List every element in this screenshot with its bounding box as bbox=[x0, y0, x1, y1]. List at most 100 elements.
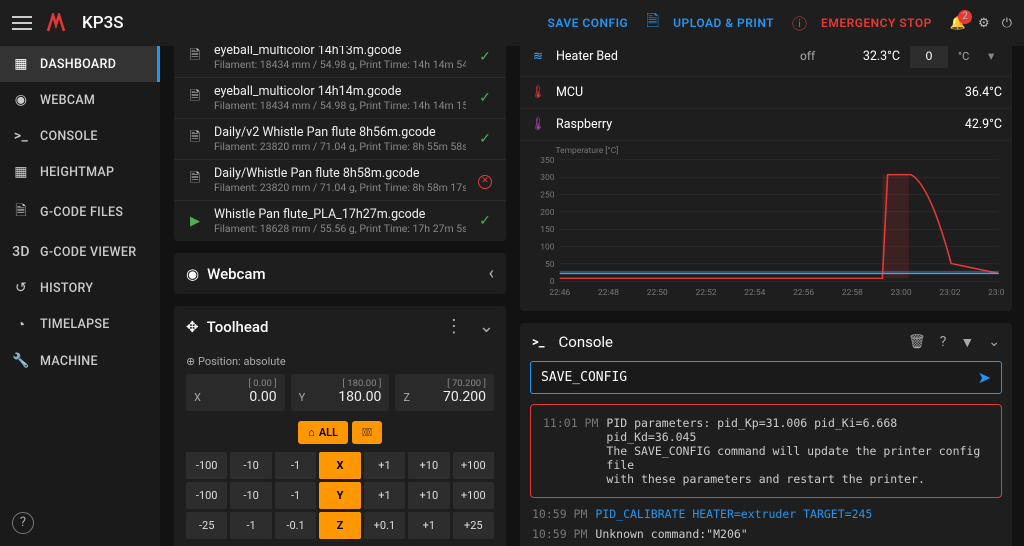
logo bbox=[46, 13, 66, 33]
position-y[interactable]: [ 180.00 ]Y180.00 bbox=[291, 374, 390, 411]
send-button[interactable]: ➤ bbox=[968, 362, 1001, 393]
save-config-button[interactable]: SAVE CONFIG bbox=[540, 16, 637, 30]
jog-button[interactable]: -0.1 bbox=[275, 512, 316, 539]
file-row[interactable]: ▶ Whistle Pan flute_PLA_17h27m.gcodeFila… bbox=[174, 200, 506, 241]
jog-button[interactable]: +10 bbox=[408, 482, 449, 509]
sidebar-item-console[interactable]: >_CONSOLE bbox=[0, 118, 160, 154]
help-button[interactable]: ? bbox=[12, 512, 34, 534]
notifications-button[interactable]: 🔔2 bbox=[950, 16, 966, 31]
collapse-icon[interactable]: ⌄ bbox=[988, 334, 1000, 350]
console-time: 10:59 PM bbox=[532, 527, 587, 541]
axis-value: 180.00 bbox=[338, 389, 381, 405]
sidebar-item-dashboard[interactable]: ▦DASHBOARD bbox=[0, 46, 160, 82]
jog-button[interactable]: -1 bbox=[230, 512, 271, 539]
motors-off-button[interactable]: 📹⃠ bbox=[352, 421, 382, 444]
jog-button[interactable]: +1 bbox=[408, 512, 449, 539]
document-icon: 🗎 bbox=[186, 128, 204, 150]
position-z[interactable]: [ 70.200 ]Z70.200 bbox=[395, 374, 494, 411]
upload-print-button[interactable]: 🗎 UPLOAD & PRINT bbox=[646, 10, 782, 37]
sidebar-item-timelapse[interactable]: ◔TIMELAPSE bbox=[0, 306, 160, 343]
file-row[interactable]: 🗎 Daily/Whistle Pan flute 8h58m.gcodeFil… bbox=[174, 159, 506, 200]
file-row[interactable]: 🗎 eyeball_multicolor 14h13m.gcodeFilamen… bbox=[174, 46, 506, 77]
sensor-current: 36.4°C bbox=[952, 85, 1002, 100]
sidebar-item-g-code-files[interactable]: 🗎G-CODE FILES bbox=[0, 190, 160, 234]
home-x-button[interactable]: X bbox=[319, 452, 360, 479]
extruder-line bbox=[560, 175, 999, 279]
sensor-name: Heater Bed bbox=[556, 49, 790, 64]
notif-badge: 2 bbox=[958, 10, 972, 24]
command-input[interactable] bbox=[531, 362, 968, 393]
axis-label: X bbox=[194, 391, 201, 404]
home-z-button[interactable]: Z bbox=[319, 512, 360, 539]
trash-icon[interactable]: 🗑 bbox=[908, 334, 926, 350]
jog-button[interactable]: +100 bbox=[453, 452, 494, 479]
document-icon: 🗎 bbox=[186, 46, 204, 68]
console-line: 10:59 PMPID_CALIBRATE HEATER=extruder TA… bbox=[530, 504, 1002, 524]
check-icon: ✓ bbox=[476, 49, 494, 65]
webcam-panel: ◉ Webcam ‹ bbox=[174, 253, 506, 294]
file-meta: Filament: 18434 mm / 54.98 g, Print Time… bbox=[214, 58, 466, 71]
svg-text:200: 200 bbox=[540, 207, 555, 217]
error-icon: ✕ bbox=[476, 171, 494, 189]
more-icon[interactable]: ⋮ bbox=[445, 316, 463, 337]
emergency-stop-button[interactable]: ⓘ EMERGENCY STOP bbox=[792, 13, 940, 34]
nav-label: CONSOLE bbox=[40, 129, 98, 144]
jog-button[interactable]: -10 bbox=[230, 452, 271, 479]
home-y-button[interactable]: Y bbox=[319, 482, 360, 509]
file-row[interactable]: 🗎 Daily/v2 Whistle Pan flute 8h56m.gcode… bbox=[174, 118, 506, 159]
jog-button[interactable]: -10 bbox=[230, 482, 271, 509]
help-icon[interactable]: ? bbox=[940, 334, 947, 350]
jog-button[interactable]: +10 bbox=[408, 452, 449, 479]
file-name: Daily/v2 Whistle Pan flute 8h56m.gcode bbox=[214, 125, 466, 140]
sidebar: ▦DASHBOARD◉WEBCAM>_CONSOLE▦HEIGHTMAP🗎G-C… bbox=[0, 46, 160, 546]
jog-button[interactable]: -25 bbox=[186, 512, 227, 539]
menu-toggle[interactable] bbox=[12, 12, 32, 34]
axis-label: Y bbox=[299, 391, 306, 404]
nav-label: TIMELAPSE bbox=[40, 317, 110, 332]
jog-button[interactable]: +0.1 bbox=[364, 512, 405, 539]
jog-button[interactable]: -100 bbox=[186, 452, 227, 479]
console-message: PID parameters: pid_Kp=31.006 pid_Ki=6.6… bbox=[606, 416, 989, 486]
chart-ylabel: Temperature [°C] bbox=[556, 145, 619, 155]
filter-icon[interactable]: ▼ bbox=[960, 334, 974, 351]
upload-label: UPLOAD & PRINT bbox=[665, 16, 782, 30]
panel-title: Toolhead bbox=[207, 318, 269, 336]
sidebar-item-history[interactable]: ↺HISTORY bbox=[0, 270, 160, 306]
collapse-icon[interactable]: ⌄ bbox=[479, 316, 494, 337]
jog-button[interactable]: +25 bbox=[453, 512, 494, 539]
console-panel: >_ Console 🗑 ? ▼ ⌄ ➤ 11:01 PMPID paramet… bbox=[520, 323, 1012, 546]
sidebar-item-heightmap[interactable]: ▦HEIGHTMAP bbox=[0, 154, 160, 190]
jog-button[interactable]: +1 bbox=[364, 482, 405, 509]
jog-button[interactable]: -1 bbox=[275, 482, 316, 509]
axis-label: Z bbox=[403, 391, 410, 404]
file-name: eyeball_multicolor 14h14m.gcode bbox=[214, 84, 466, 99]
collapse-icon[interactable]: ‹ bbox=[488, 263, 494, 284]
sidebar-item-webcam[interactable]: ◉WEBCAM bbox=[0, 82, 160, 118]
home-all-button[interactable]: ⌂ ALL bbox=[298, 421, 348, 444]
temp-target-input[interactable] bbox=[910, 46, 948, 68]
jog-button[interactable]: -1 bbox=[275, 452, 316, 479]
temp-row: ≋ Heater Bed off 32.3°C°C▾ bbox=[520, 46, 1012, 77]
jog-button[interactable]: +100 bbox=[453, 482, 494, 509]
jog-button[interactable]: +1 bbox=[364, 452, 405, 479]
svg-text:22:46: 22:46 bbox=[549, 287, 570, 297]
jog-button[interactable]: -100 bbox=[186, 482, 227, 509]
position-x[interactable]: [ 0.00 ]X0.00 bbox=[186, 374, 285, 411]
settings-button[interactable]: ⚙ bbox=[978, 16, 990, 31]
position-label: ⊕ Position: absolute bbox=[186, 355, 494, 368]
file-row[interactable]: 🗎 eyeball_multicolor 14h14m.gcodeFilamen… bbox=[174, 77, 506, 118]
nav-icon: 🔧 bbox=[12, 353, 30, 369]
temps-panel: ≋ Heater Bed off 32.3°C°C▾🌡 MCU 36.4°C🌡 … bbox=[520, 46, 1012, 311]
sensor-current: 32.3°C bbox=[850, 49, 900, 64]
sidebar-item-machine[interactable]: 🔧MACHINE bbox=[0, 343, 160, 379]
nav-label: DASHBOARD bbox=[40, 57, 116, 72]
sensor-status: off bbox=[800, 49, 840, 63]
svg-text:250: 250 bbox=[540, 190, 555, 200]
pos-target: [ 0.00 ] bbox=[194, 378, 277, 389]
chevron-down-icon[interactable]: ▾ bbox=[988, 48, 1002, 64]
nav-icon: 🗎 bbox=[12, 200, 30, 224]
power-button[interactable]: ⏻ bbox=[1002, 16, 1012, 31]
sensor-icon: 🌡 bbox=[530, 85, 546, 100]
command-input-box: ➤ bbox=[530, 361, 1002, 394]
sidebar-item-g-code-viewer[interactable]: 3DG-CODE VIEWER bbox=[0, 234, 160, 270]
